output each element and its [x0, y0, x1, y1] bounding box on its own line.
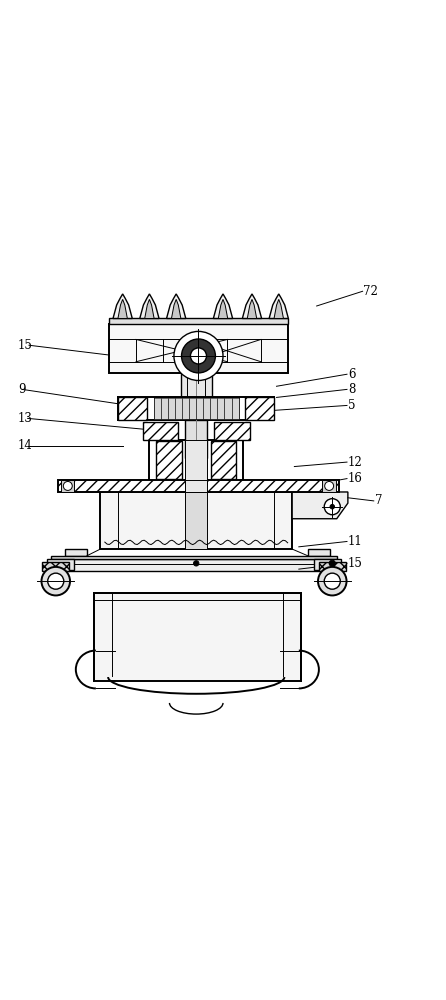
Polygon shape — [171, 299, 181, 318]
Bar — [94, 593, 301, 681]
Text: 13: 13 — [18, 412, 33, 425]
Circle shape — [325, 481, 334, 490]
Text: 8: 8 — [348, 383, 355, 396]
Bar — [224, 398, 231, 419]
Text: 7: 7 — [375, 494, 382, 507]
Polygon shape — [218, 299, 228, 318]
Bar — [100, 492, 292, 549]
Text: 72: 72 — [363, 285, 378, 298]
Polygon shape — [247, 299, 257, 318]
Circle shape — [174, 331, 223, 380]
Polygon shape — [269, 294, 289, 318]
Bar — [51, 559, 337, 571]
Text: 9: 9 — [18, 383, 25, 396]
Bar — [167, 397, 225, 403]
Circle shape — [324, 573, 340, 589]
Bar — [154, 398, 161, 419]
Bar — [182, 398, 189, 419]
Bar — [58, 480, 339, 492]
Bar — [214, 422, 250, 440]
Bar — [65, 549, 87, 556]
Text: 6: 6 — [348, 368, 355, 381]
Bar — [322, 480, 336, 492]
Bar — [143, 422, 178, 440]
Bar — [211, 441, 236, 479]
Bar — [161, 398, 168, 419]
Bar — [156, 441, 182, 479]
Bar — [319, 562, 346, 571]
Text: 5: 5 — [348, 399, 355, 412]
Bar — [51, 556, 337, 559]
Circle shape — [48, 573, 64, 589]
Bar — [231, 398, 239, 419]
Polygon shape — [213, 294, 233, 318]
Text: 14: 14 — [18, 439, 33, 452]
Bar — [189, 398, 196, 419]
Circle shape — [330, 504, 334, 509]
Circle shape — [324, 499, 340, 515]
Text: 12: 12 — [348, 456, 363, 469]
Polygon shape — [166, 294, 186, 318]
Bar — [185, 420, 207, 458]
Bar — [168, 398, 175, 419]
Text: 11: 11 — [348, 535, 363, 548]
Text: 15: 15 — [18, 339, 33, 352]
Text: 16: 16 — [348, 472, 363, 485]
Bar — [185, 440, 207, 484]
Bar — [196, 398, 203, 419]
Polygon shape — [242, 294, 262, 318]
Bar — [109, 324, 288, 373]
Circle shape — [194, 561, 199, 566]
Bar — [185, 492, 207, 549]
Circle shape — [190, 348, 206, 364]
Polygon shape — [145, 299, 154, 318]
Bar — [185, 480, 207, 492]
Bar — [181, 373, 212, 397]
Circle shape — [63, 481, 72, 490]
Bar — [314, 559, 341, 570]
Bar — [211, 398, 218, 419]
Bar — [218, 398, 224, 419]
Circle shape — [182, 339, 215, 373]
Bar — [47, 559, 74, 570]
Polygon shape — [113, 294, 132, 318]
Bar — [308, 549, 330, 556]
Polygon shape — [118, 299, 128, 318]
Bar — [154, 397, 239, 420]
Polygon shape — [140, 294, 159, 318]
Bar — [109, 318, 288, 324]
Circle shape — [41, 567, 70, 595]
Circle shape — [318, 567, 347, 595]
Bar — [175, 398, 182, 419]
Bar — [42, 562, 69, 571]
Bar — [245, 397, 274, 420]
Bar — [61, 480, 74, 492]
Polygon shape — [292, 492, 348, 519]
Bar — [149, 440, 243, 484]
Bar — [118, 397, 147, 420]
Polygon shape — [274, 299, 284, 318]
Circle shape — [329, 560, 335, 566]
Text: 15: 15 — [348, 557, 363, 570]
Bar — [203, 398, 211, 419]
